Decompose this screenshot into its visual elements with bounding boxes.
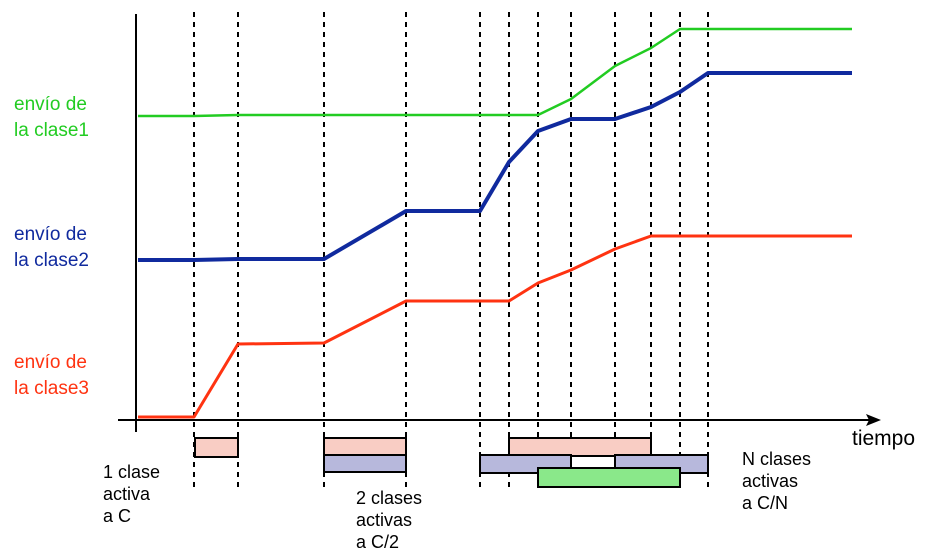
class2-label: envío de la clase2 [14, 222, 89, 274]
class1-label-line1: envío de [14, 94, 87, 115]
class2-line [138, 71, 852, 262]
axes [118, 14, 872, 432]
class1-label-line2: la clase1 [14, 120, 89, 141]
annotation-line: a C/N [742, 493, 789, 513]
time-markers [193, 12, 709, 488]
x-axis-arrowhead [866, 414, 881, 426]
annotation-line: 2 clases [356, 488, 423, 508]
annotation-line: N clases [742, 449, 812, 469]
class3-active-block [194, 437, 239, 458]
class3-label-line1: envío de [14, 352, 87, 373]
class1-line [138, 27, 852, 118]
annotation-line: a C [103, 506, 132, 526]
annotation-line: activas [356, 510, 413, 530]
annotation-two-classes: 2 clases activas a C/2 [356, 487, 422, 553]
class3-label-line2: la clase3 [14, 378, 89, 399]
class1-active-block [537, 467, 681, 488]
class3-label: envío de la clase3 [14, 350, 89, 402]
x-axis-label: tiempo [852, 427, 916, 450]
annotation-n-classes: N clases activas a C/N [742, 448, 811, 514]
class2-label-line1: envío de [14, 224, 87, 245]
annotation-line: a C/2 [356, 532, 400, 552]
activity-blocks [194, 437, 709, 488]
class3-line [138, 234, 852, 419]
annotation-one-class: 1 clase activa a C [103, 461, 160, 527]
annotation-line: activa [103, 484, 151, 504]
class3-active-block [508, 437, 652, 457]
class2-label-line2: la clase2 [14, 250, 89, 271]
class2-active-block [323, 454, 407, 473]
class3-active-block [323, 437, 407, 456]
class1-label: envío de la clase1 [14, 92, 89, 144]
annotation-line: 1 clase [103, 462, 161, 482]
annotation-line: activas [742, 471, 799, 491]
